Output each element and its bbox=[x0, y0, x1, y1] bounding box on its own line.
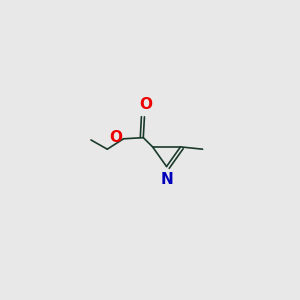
Text: O: O bbox=[110, 130, 122, 145]
Text: N: N bbox=[160, 172, 173, 187]
Text: O: O bbox=[139, 97, 152, 112]
